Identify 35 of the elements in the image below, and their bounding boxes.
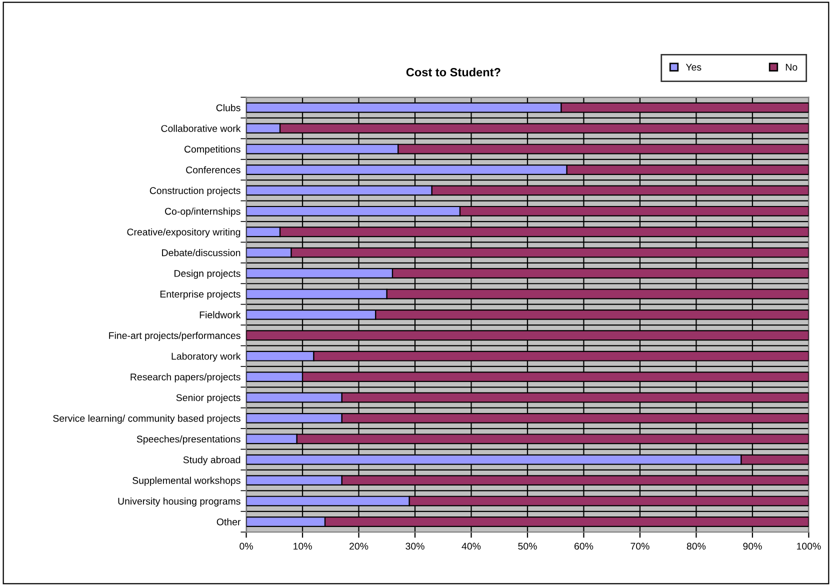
y-tick-label: Study abroad [183,456,240,466]
y-tick-label: Supplemental workshops [132,476,240,486]
y-tick-label: Fieldwork [200,311,241,318]
y-tick-label: Creative/expository writing [127,228,240,238]
y-tick-label: Laboratory work [172,352,241,362]
x-tick-label: 60% [574,542,594,550]
y-tick-label: Speeches/presentations [136,435,240,444]
y-tick-label: Competitions [184,146,240,155]
y-tick-label: Enterprise projects [160,290,240,300]
x-tick-label: 20% [350,542,368,550]
y-tick-label: Construction projects [150,186,240,196]
x-tick-label: 100% [797,542,821,550]
y-tick-label: Debate/discussion [162,249,240,256]
x-tick-label: 50% [518,542,537,550]
y-tick-label: Research papers/projects [130,373,240,382]
y-tick-label: Collaborative work [161,124,241,132]
x-tick-label: 90% [743,542,762,550]
x-tick-label: 10% [294,542,312,550]
x-tick-label: 30% [406,542,424,550]
legend-label: Yes [686,64,702,71]
y-tick-label: Co-op/internships [165,208,240,217]
y-tick-label: Clubs [216,104,240,112]
y-tick-label: Other [216,518,241,526]
y-tick-label: Design projects [174,270,240,279]
x-tick-label: 0% [240,542,253,550]
y-tick-label: Fine-art projects/performances [109,332,240,341]
x-tick-label: 80% [686,542,706,550]
x-tick-label: 40% [462,542,481,550]
y-tick-label: Conferences [186,166,240,174]
y-tick-label: Service learning/ community based projects [53,414,240,424]
y-tick-label: Senior projects [176,394,240,404]
x-tick-label: 70% [630,542,650,550]
y-tick-label: University housing programs [118,498,240,507]
legend-label: No [786,64,798,71]
chart-title: Cost to Student? [406,68,500,76]
